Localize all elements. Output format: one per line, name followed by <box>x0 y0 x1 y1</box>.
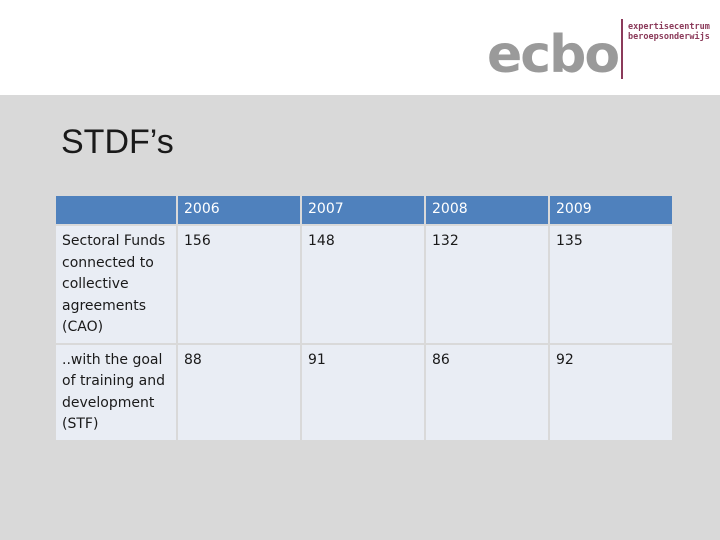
header-cell-2008: 2008 <box>426 196 548 224</box>
row-label: ..with the goal of training and developm… <box>56 344 176 440</box>
header-cell-empty <box>56 196 176 224</box>
table-cell: 92 <box>550 344 672 440</box>
logo-tagline: expertisecentrum beroepsonderwijs <box>628 22 710 42</box>
table-cell: 135 <box>550 226 672 343</box>
table-cell: 156 <box>178 226 300 343</box>
table-cell: 132 <box>426 226 548 343</box>
table-row: Sectoral Funds connected to collective a… <box>56 226 672 343</box>
header-bar: ecbo expertisecentrum beroepsonderwijs <box>0 0 720 95</box>
table-row: ..with the goal of training and developm… <box>56 344 672 440</box>
header-cell-2006: 2006 <box>178 196 300 224</box>
slide-title: STDF’s <box>61 123 174 161</box>
logo-tagline-line1: expertisecentrum <box>628 22 710 32</box>
data-table: 2006 2007 2008 2009 Sectoral Funds conne… <box>54 194 674 442</box>
table-header-row: 2006 2007 2008 2009 <box>56 196 672 224</box>
table-cell: 86 <box>426 344 548 440</box>
table-cell: 91 <box>302 344 424 440</box>
ecbo-logo: ecbo expertisecentrum beroepsonderwijs <box>487 19 717 83</box>
table-cell: 148 <box>302 226 424 343</box>
logo-wordmark: ecbo <box>487 25 620 85</box>
header-cell-2009: 2009 <box>550 196 672 224</box>
logo-divider <box>621 19 623 79</box>
header-cell-2007: 2007 <box>302 196 424 224</box>
table-cell: 88 <box>178 344 300 440</box>
logo-tagline-line2: beroepsonderwijs <box>628 32 710 42</box>
row-label: Sectoral Funds connected to collective a… <box>56 226 176 343</box>
